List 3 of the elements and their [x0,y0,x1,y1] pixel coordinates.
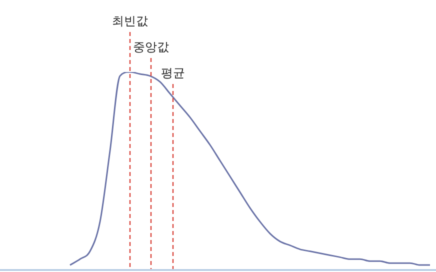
text: 중앙값 [133,40,169,54]
annotation: 평균 [161,66,185,80]
text: 최빈값 [112,14,148,28]
